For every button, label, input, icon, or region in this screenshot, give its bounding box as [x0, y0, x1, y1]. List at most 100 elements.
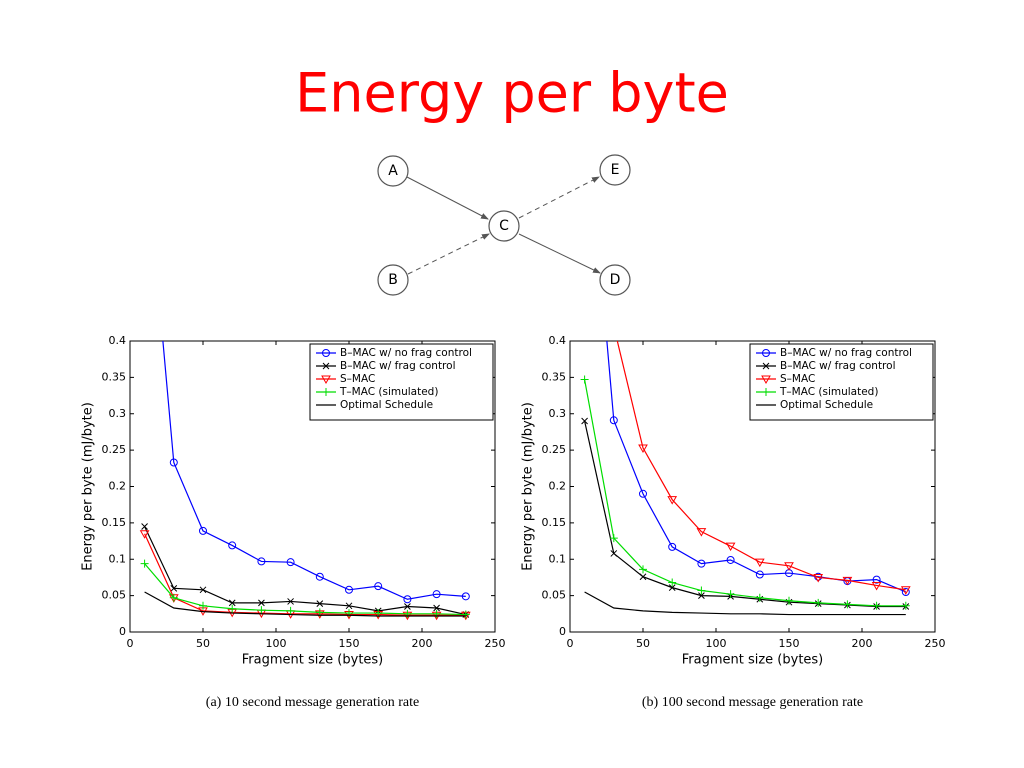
marker [461, 610, 470, 619]
marker [762, 349, 770, 357]
marker [141, 523, 148, 530]
marker [696, 528, 707, 537]
legend-label: Optimal Schedule [340, 399, 433, 411]
y-tick-label: 0.35 [542, 370, 567, 383]
series-line [144, 526, 466, 616]
marker [433, 604, 440, 612]
marker [762, 362, 770, 370]
marker [287, 598, 294, 605]
node: B [377, 264, 409, 296]
marker [580, 375, 589, 384]
marker [140, 559, 149, 568]
marker [169, 593, 178, 602]
x-tick-label: 100 [706, 637, 727, 650]
y-tick-label: 0.2 [549, 480, 567, 493]
marker [322, 388, 330, 396]
y-tick-label: 0.25 [542, 443, 567, 456]
marker [697, 559, 706, 568]
x-tick-label: 50 [636, 637, 650, 650]
x-tick-label: 50 [196, 637, 210, 650]
legend-label: T–MAC (simulated) [779, 386, 878, 398]
legend-label: T–MAC (simulated) [339, 386, 438, 398]
series-line [162, 341, 466, 600]
marker [315, 572, 324, 581]
series-line [584, 420, 906, 608]
series-line [584, 591, 906, 616]
marker [872, 575, 881, 584]
arrow [407, 233, 490, 275]
marker [639, 565, 647, 574]
marker [257, 557, 266, 566]
marker [228, 604, 237, 613]
marker [754, 558, 765, 568]
node: D [599, 264, 631, 296]
marker [610, 550, 618, 557]
marker [609, 534, 618, 543]
marker [345, 602, 353, 610]
marker [668, 584, 676, 591]
y-tick-label: 0.15 [542, 516, 567, 529]
legend-label: Optimal Schedule [780, 399, 873, 411]
marker [872, 601, 881, 610]
marker [403, 595, 412, 604]
marker [228, 599, 236, 607]
legend-label: S–MAC [340, 373, 375, 385]
marker [199, 601, 207, 610]
x-tick-label: 200 [412, 637, 433, 650]
marker [286, 606, 295, 615]
node-label: D [610, 272, 621, 288]
marker [900, 586, 911, 595]
marker [461, 592, 470, 601]
marker [726, 555, 735, 564]
marker [698, 592, 705, 599]
arrow [406, 176, 489, 220]
y-tick-label: 0.3 [549, 407, 567, 420]
chart: 0 0.05 0.1 0.15 0.2 0.25 0.3 0.35 0.4 0 50 100 150 20… [81, 134, 506, 710]
legend-label: S–MAC [780, 373, 815, 385]
marker [639, 489, 647, 498]
marker [610, 323, 618, 330]
legend-label: B–MAC w/ frag control [780, 360, 896, 372]
marker [169, 458, 178, 467]
marker [668, 542, 677, 551]
marker [139, 530, 150, 539]
node-label: A [388, 163, 398, 179]
series-group [580, 323, 911, 616]
marker [725, 542, 736, 552]
x-tick-label: 100 [266, 637, 287, 650]
marker [668, 578, 677, 587]
marker [141, 134, 148, 141]
y-tick-label: 0.15 [102, 516, 127, 529]
x-tick-label: 150 [339, 637, 360, 650]
marker [813, 573, 824, 583]
marker [345, 585, 353, 594]
y-tick-label: 0.05 [102, 589, 127, 602]
marker [784, 562, 794, 571]
arrow [518, 176, 600, 219]
y-axis-label: Energy per byte (mJ/byte) [81, 402, 96, 571]
marker [755, 593, 764, 602]
marker [667, 496, 678, 505]
chart: 0 0.05 0.1 0.15 0.2 0.25 0.3 0.35 0.4 0 50 100 150 20… [521, 323, 946, 710]
marker [762, 388, 770, 396]
marker [170, 584, 178, 592]
y-tick-label: 0.4 [549, 334, 567, 347]
marker [374, 582, 383, 591]
marker [814, 598, 823, 607]
arrow [518, 233, 601, 274]
series-group [139, 134, 471, 621]
marker [404, 603, 411, 610]
x-tick-label: 200 [852, 637, 873, 650]
marker [228, 541, 237, 550]
marker [257, 606, 266, 615]
slide-title: Energy per byte [295, 62, 729, 125]
marker [609, 416, 618, 425]
node: C [488, 210, 520, 242]
series-line [144, 591, 466, 617]
x-tick-label: 250 [925, 637, 946, 650]
marker [639, 573, 647, 581]
marker [901, 601, 910, 610]
